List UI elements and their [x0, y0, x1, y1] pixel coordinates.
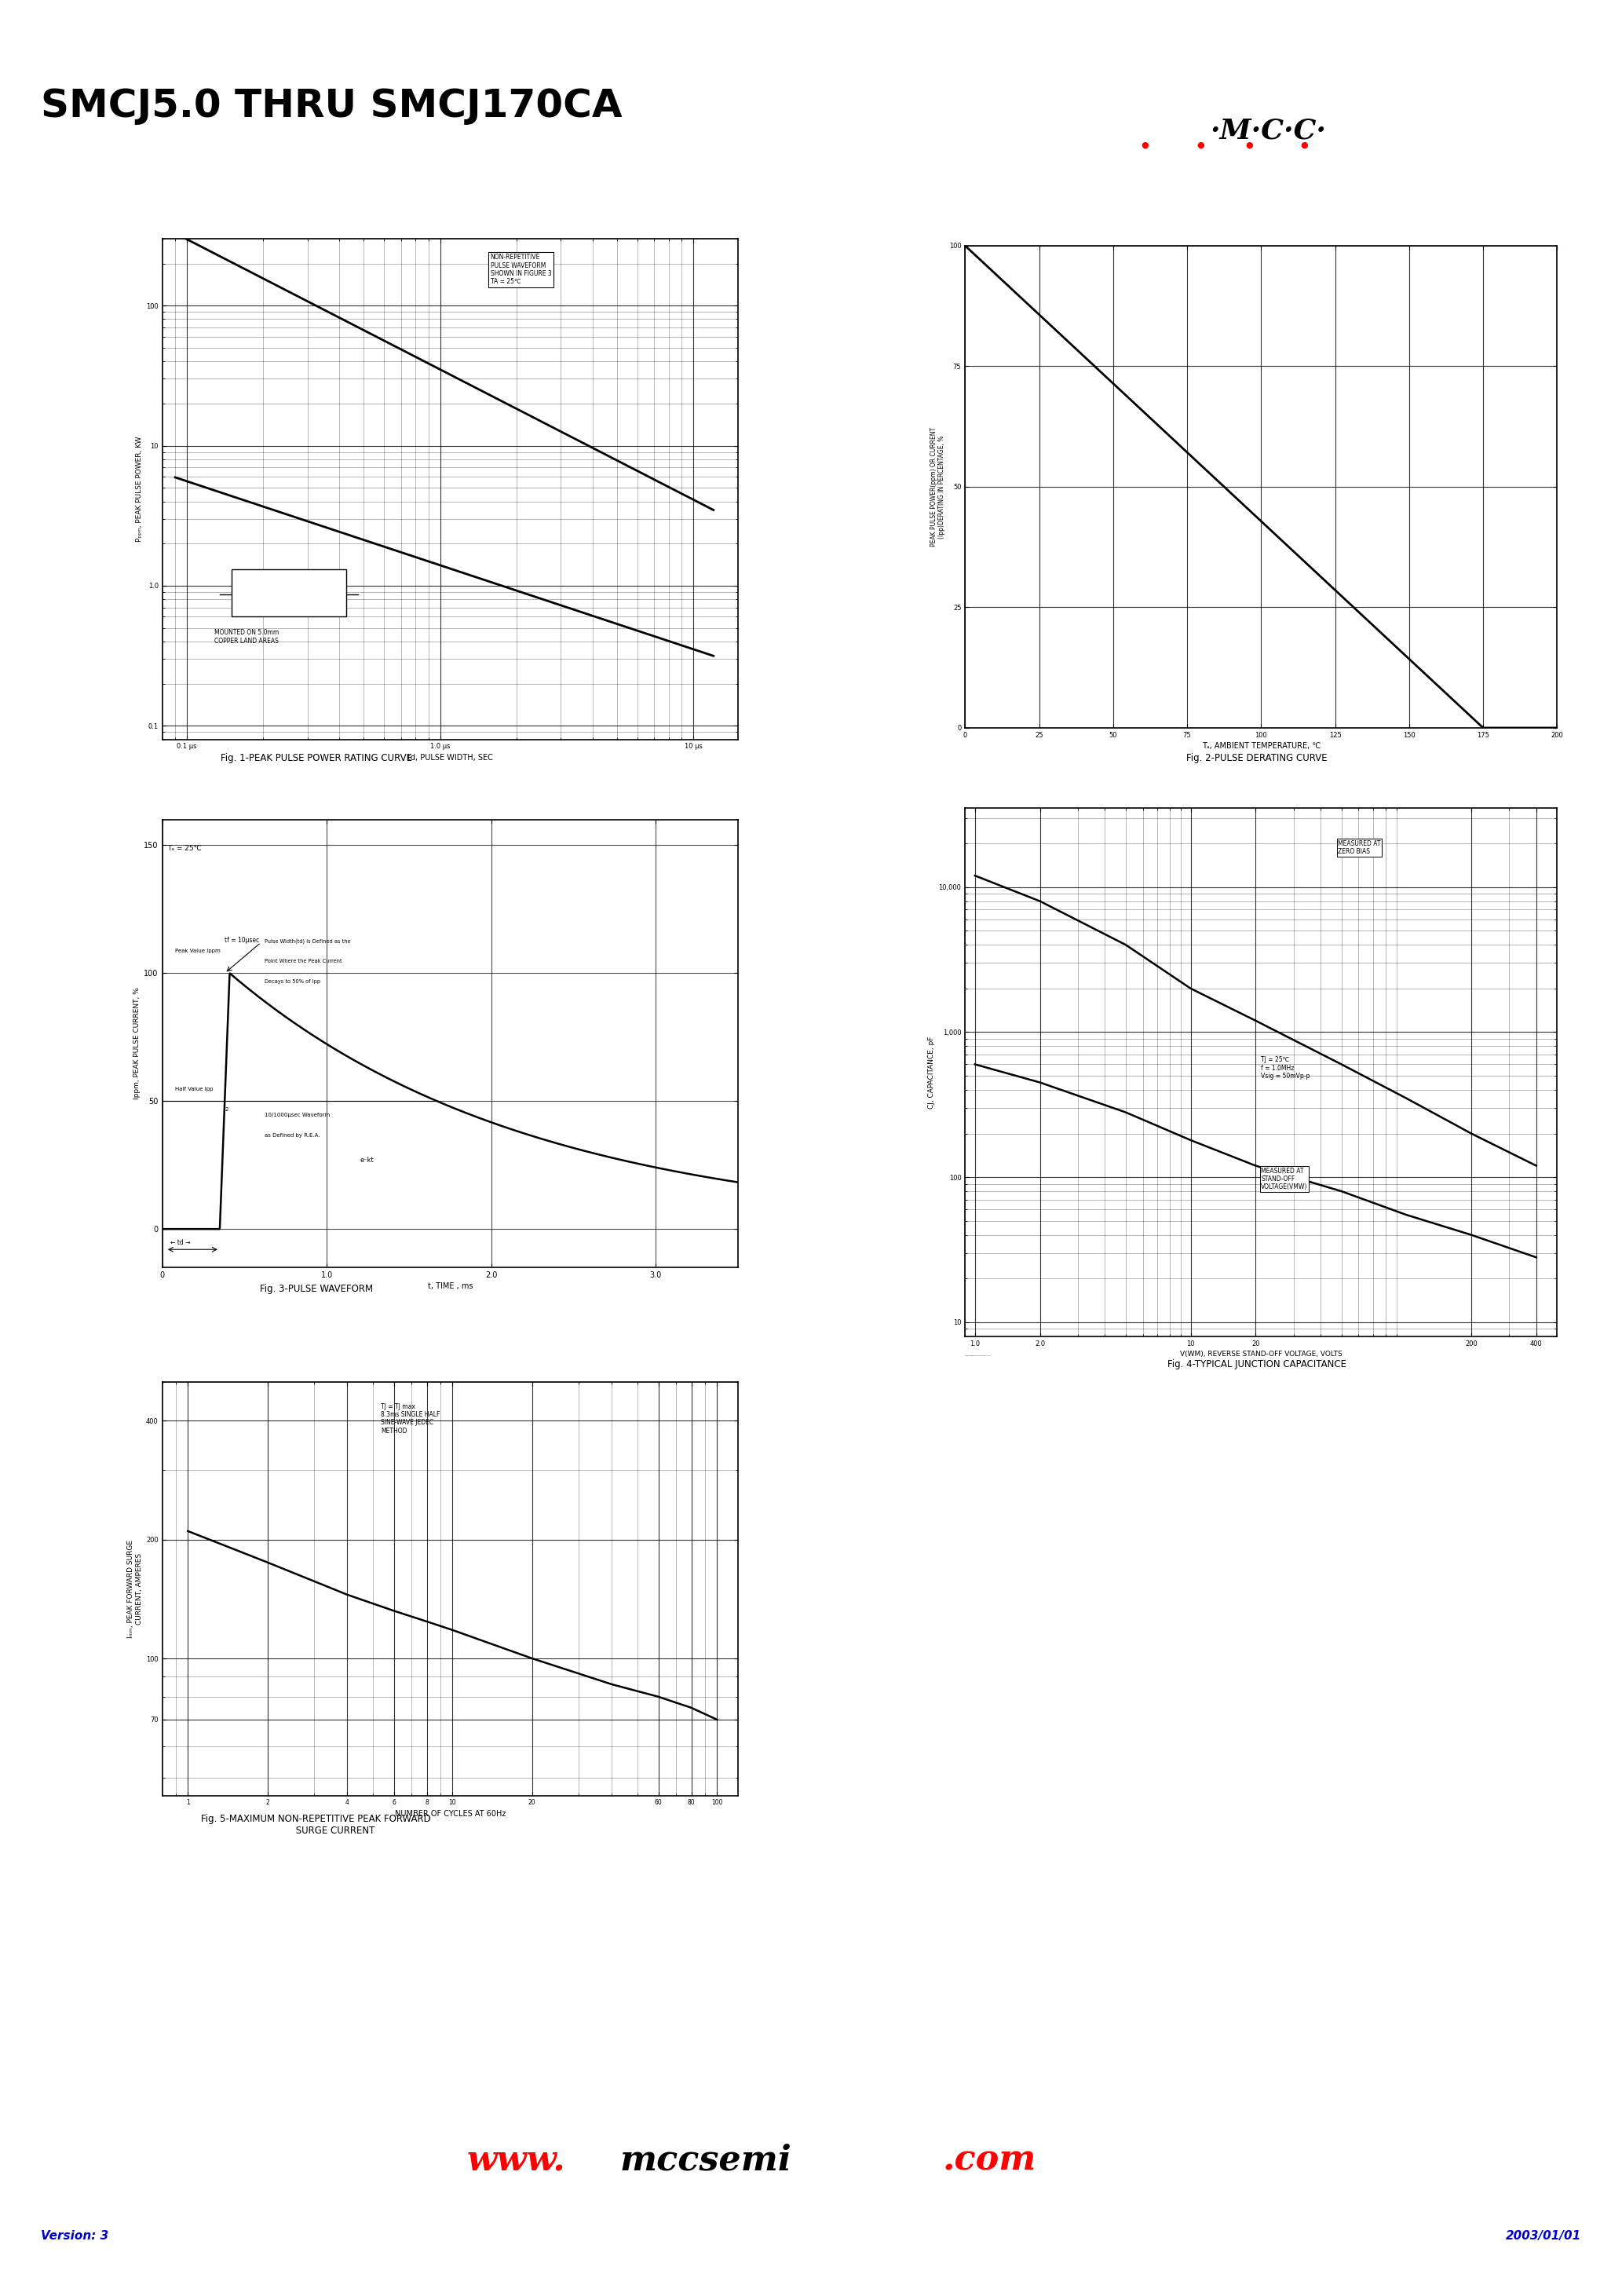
Text: Fig. 4-TYPICAL JUNCTION CAPACITANCE: Fig. 4-TYPICAL JUNCTION CAPACITANCE [1168, 1359, 1346, 1368]
Text: Point Where the Peak Current: Point Where the Peak Current [264, 960, 342, 964]
Text: Pulse Width(td) is Defined as the: Pulse Width(td) is Defined as the [264, 939, 350, 944]
Text: Fig. 1-PEAK PULSE POWER RATING CURVE: Fig. 1-PEAK PULSE POWER RATING CURVE [221, 753, 412, 762]
X-axis label: V(WM), REVERSE STAND-OFF VOLTAGE, VOLTS: V(WM), REVERSE STAND-OFF VOLTAGE, VOLTS [1179, 1350, 1343, 1357]
Text: ●: ● [1197, 140, 1204, 149]
FancyBboxPatch shape [232, 569, 347, 618]
Text: 2: 2 [225, 1107, 229, 1111]
Text: www.: www. [467, 2144, 566, 2177]
Y-axis label: Ippm, PEAK PULSE CURRENT, %: Ippm, PEAK PULSE CURRENT, % [133, 987, 141, 1100]
Y-axis label: PEAK PULSE POWER(ppm) OR CURRENT
(Ipp)DERATING IN PERCENTAGE, %: PEAK PULSE POWER(ppm) OR CURRENT (Ipp)DE… [931, 427, 946, 546]
Text: Fig. 3-PULSE WAVEFORM: Fig. 3-PULSE WAVEFORM [260, 1283, 373, 1293]
Text: 2003/01/01: 2003/01/01 [1505, 2229, 1581, 2243]
Text: Fig. 5-MAXIMUM NON-REPETITIVE PEAK FORWARD
             SURGE CURRENT: Fig. 5-MAXIMUM NON-REPETITIVE PEAK FORWA… [201, 1814, 431, 1837]
Text: ← td →: ← td → [170, 1240, 190, 1247]
Text: MOUNTED ON 5.0mm
COPPER LAND AREAS: MOUNTED ON 5.0mm COPPER LAND AREAS [214, 629, 279, 645]
Text: as Defined by R.E.A.: as Defined by R.E.A. [264, 1132, 320, 1139]
X-axis label: Tₐ, AMBIENT TEMPERATURE, ℃: Tₐ, AMBIENT TEMPERATURE, ℃ [1202, 742, 1320, 751]
X-axis label: NUMBER OF CYCLES AT 60Hz: NUMBER OF CYCLES AT 60Hz [394, 1809, 506, 1818]
Text: 10/1000μsec Waveform: 10/1000μsec Waveform [264, 1114, 329, 1118]
Y-axis label: CJ, CAPACITANCE, pF: CJ, CAPACITANCE, pF [928, 1035, 936, 1109]
Text: ·M·C·C·: ·M·C·C· [1210, 117, 1327, 145]
Text: e⁻kt: e⁻kt [360, 1157, 373, 1164]
Text: .com: .com [942, 2144, 1036, 2177]
Text: ●: ● [1246, 140, 1252, 149]
Text: MEASURED AT
ZERO BIAS: MEASURED AT ZERO BIAS [1338, 840, 1380, 854]
X-axis label: t, TIME , ms: t, TIME , ms [428, 1283, 472, 1290]
Text: TJ = 25℃
f = 1.0MHz
Vsig = 50mVp-p: TJ = 25℃ f = 1.0MHz Vsig = 50mVp-p [1262, 1056, 1311, 1079]
Text: ●: ● [1301, 140, 1307, 149]
Text: mccsemi: mccsemi [620, 2144, 792, 2177]
Text: NON-REPETITIVE
PULSE WAVEFORM
SHOWN IN FIGURE 3
TA = 25℃: NON-REPETITIVE PULSE WAVEFORM SHOWN IN F… [490, 255, 551, 285]
Y-axis label: Iₘₘ, PEAK FORWARD SURGE
CURRENT, AMPERES: Iₘₘ, PEAK FORWARD SURGE CURRENT, AMPERES [128, 1541, 143, 1637]
Text: Fig. 2-PULSE DERATING CURVE: Fig. 2-PULSE DERATING CURVE [1187, 753, 1327, 762]
X-axis label: td, PULSE WIDTH, SEC: td, PULSE WIDTH, SEC [407, 753, 493, 762]
Text: ●: ● [1142, 140, 1148, 149]
Text: tf = 10μsec: tf = 10μsec [225, 937, 260, 944]
Text: Half Value Ipp: Half Value Ipp [175, 1086, 214, 1091]
Text: Peak Value Ippm: Peak Value Ippm [175, 948, 221, 953]
Text: TJ = TJ max
8.3ms SINGLE HALF
SINE-WAVE JEDEC
METHOD: TJ = TJ max 8.3ms SINGLE HALF SINE-WAVE … [381, 1403, 440, 1435]
Text: MEASURED AT
STAND-OFF
VOLTAGE(VMW): MEASURED AT STAND-OFF VOLTAGE(VMW) [1262, 1166, 1307, 1192]
Text: Version: 3: Version: 3 [41, 2229, 109, 2243]
Y-axis label: Pₚₚₘ, PEAK PULSE POWER, KW: Pₚₚₘ, PEAK PULSE POWER, KW [136, 436, 143, 542]
Text: SMCJ5.0 THRU SMCJ170CA: SMCJ5.0 THRU SMCJ170CA [41, 87, 621, 124]
Text: Decays to 50% of Ipp: Decays to 50% of Ipp [264, 980, 320, 985]
Text: Tₐ = 25℃: Tₐ = 25℃ [167, 845, 201, 852]
